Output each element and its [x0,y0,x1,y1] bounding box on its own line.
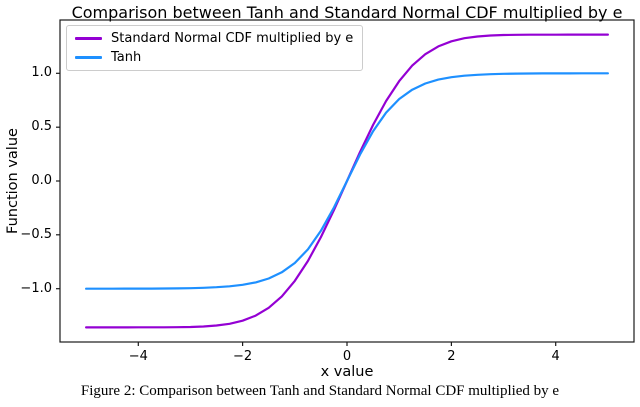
series-line-1 [85,72,609,290]
legend-line-swatch [75,37,102,40]
legend-label: Standard Normal CDF multiplied by e [111,31,354,46]
y-axis-label: Function value [5,128,21,234]
y-tick-label: 1.0 [31,65,52,81]
x-tick-label: 0 [342,349,352,364]
x-tick-label: −4 [128,349,148,364]
y-tick-label: 0.5 [31,119,52,135]
x-tick-label: 2 [447,349,456,364]
y-tick-label: 0.0 [31,173,52,188]
y-tick-label: −1.0 [20,280,52,296]
y-tick-label: −0.5 [20,226,52,242]
legend-label: Tanh [111,50,142,65]
figure-caption: Figure 2: Comparison between Tanh and St… [80,383,560,399]
x-tick-label: 4 [551,349,560,364]
x-axis-label: x value [320,364,374,380]
legend-line-swatch [75,56,102,59]
legend: Standard Normal CDF multiplied by e Tanh [66,25,364,71]
plot-area [56,19,635,346]
x-tick-label: −2 [233,349,253,364]
chart-title: Comparison between Tanh and Standard Nor… [71,3,623,22]
legend-entry: Standard Normal CDF multiplied by e [75,31,353,46]
legend-entry: Tanh [75,50,353,65]
